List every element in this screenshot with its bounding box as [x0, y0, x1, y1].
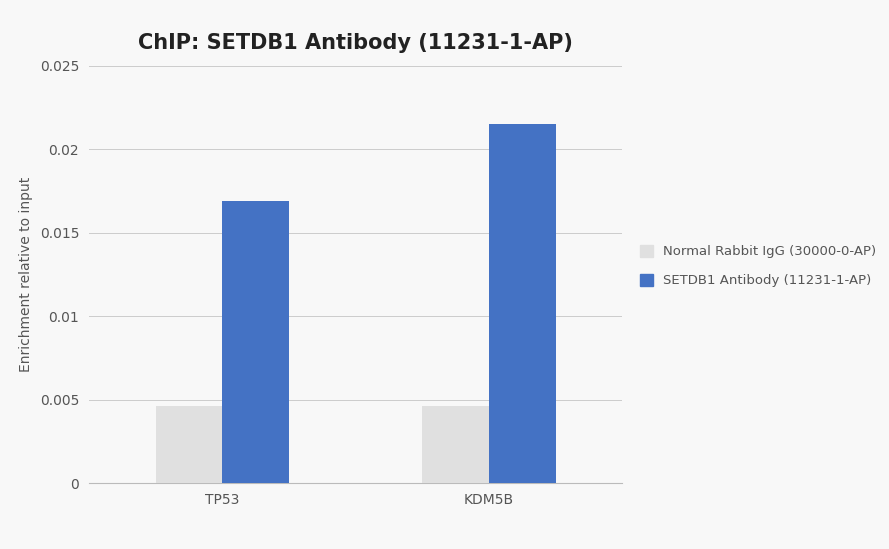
Y-axis label: Enrichment relative to input: Enrichment relative to input — [19, 177, 33, 372]
Bar — [156, 406, 222, 483]
Bar — [489, 124, 556, 483]
Bar — [222, 201, 289, 483]
Title: ChIP: SETDB1 Antibody (11231-1-AP): ChIP: SETDB1 Antibody (11231-1-AP) — [138, 33, 573, 53]
Legend: Normal Rabbit IgG (30000-0-AP), SETDB1 Antibody (11231-1-AP): Normal Rabbit IgG (30000-0-AP), SETDB1 A… — [639, 245, 877, 288]
Bar — [422, 406, 489, 483]
